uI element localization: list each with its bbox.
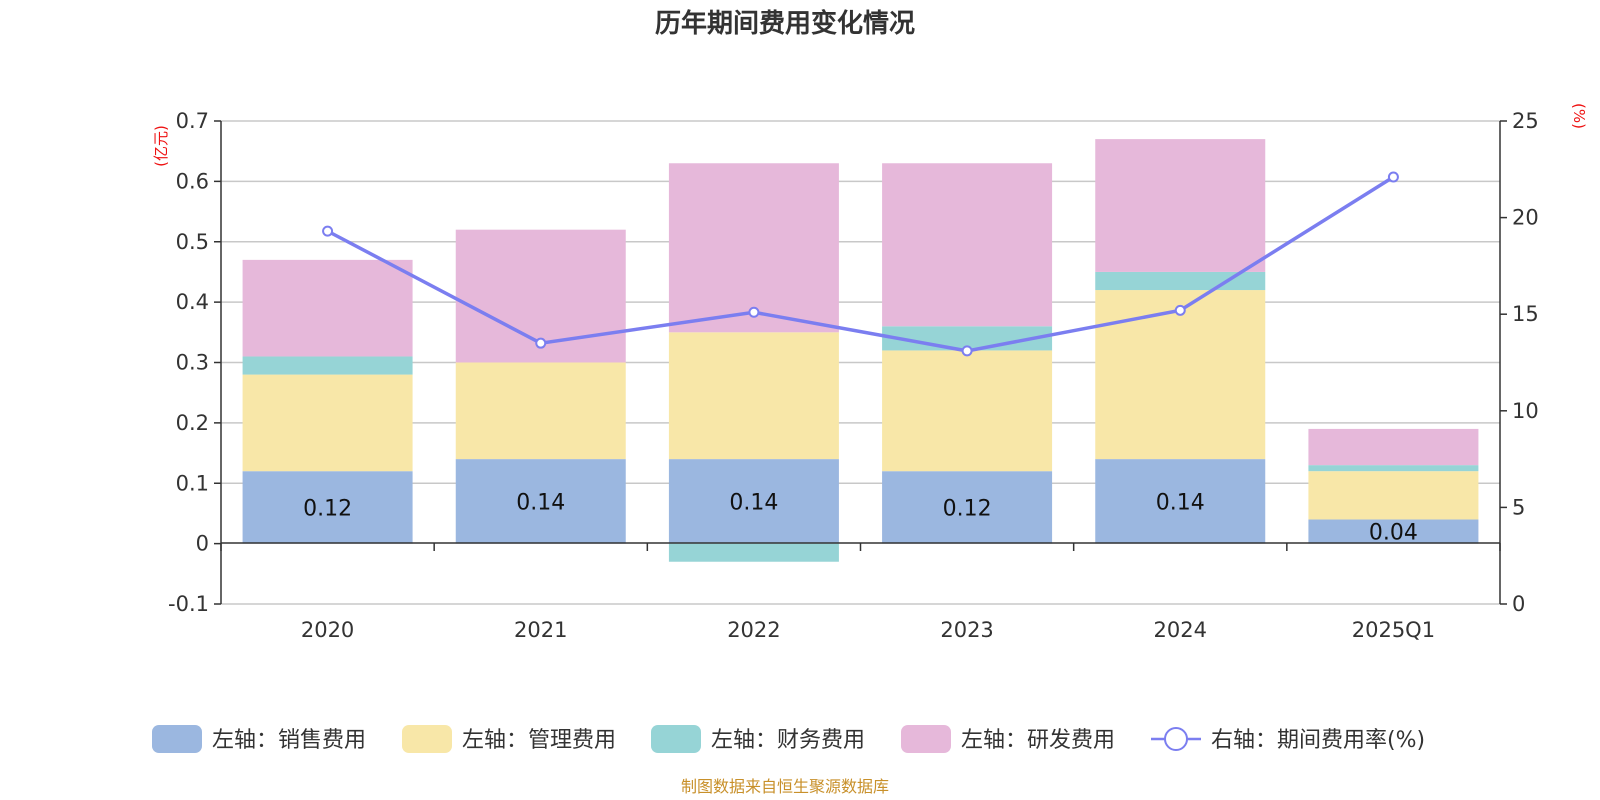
sales-data-label: 0.04: [1369, 521, 1418, 546]
bar-segment: [1308, 519, 1479, 544]
x-tick-label: 2020: [301, 618, 354, 642]
bars: [242, 139, 1479, 562]
grid: [221, 120, 1500, 605]
bar-segment: [455, 362, 626, 460]
left-tick-label: 0.1: [176, 471, 209, 495]
legend-swatch: [402, 725, 452, 753]
left-tick-label: -0.1: [168, 592, 209, 616]
legend[interactable]: 左轴：销售费用 左轴：管理费用 左轴：财务费用 左轴：研发费用 右轴：期间费用率(%): [152, 725, 1425, 753]
legend-swatch: [901, 725, 951, 753]
axes: -0.1 0 0.1 0.2 0.3 0.4 0.5 0.6 0.7 0 5 10 15 20 25 2020…: [168, 109, 1539, 642]
legend-item[interactable]: 左轴：管理费用: [402, 725, 616, 753]
sales-data-label: 0.14: [729, 490, 778, 515]
legend-item[interactable]: 左轴：销售费用: [152, 725, 366, 753]
left-tick-label: 0.7: [176, 109, 209, 133]
bar-segment: [882, 471, 1053, 544]
legend-swatch: [152, 725, 202, 753]
bar-segment: [668, 332, 839, 460]
bar-segment: [1095, 290, 1266, 460]
legend-item[interactable]: 左轴：财务费用: [651, 725, 865, 753]
legend-label: 左轴：财务费用: [711, 728, 865, 753]
data-labels: 0.12 0.14 0.14 0.12 0.14 0.04: [303, 490, 1418, 545]
left-tick-label: 0.6: [176, 169, 209, 193]
right-tick-label: 15: [1512, 302, 1539, 326]
rate-line-path: [326, 175, 1395, 353]
left-tick-label: 0.5: [176, 230, 209, 254]
bar-segment: [242, 356, 413, 375]
bar-segment: [882, 350, 1053, 472]
legend-label: 左轴：研发费用: [961, 728, 1115, 753]
legend-label: 左轴：管理费用: [462, 728, 616, 753]
bar-segment: [242, 374, 413, 472]
right-tick-label: 10: [1512, 399, 1539, 423]
bar-segment: [668, 543, 839, 562]
x-tick-label: 2022: [727, 618, 780, 642]
sales-data-label: 0.12: [943, 496, 992, 521]
x-tick-label: 2021: [514, 618, 567, 642]
bar-segment: [1308, 428, 1479, 466]
x-tick-label: 2024: [1154, 618, 1207, 642]
rate-point: [961, 345, 973, 357]
rate-point: [322, 225, 334, 237]
right-axis-unit: (%): [1570, 103, 1588, 129]
left-tick-label: 0.2: [176, 411, 209, 435]
legend-item[interactable]: 右轴：期间费用率(%): [1151, 727, 1425, 753]
bar-segment: [242, 471, 413, 544]
right-tick-label: 20: [1512, 206, 1539, 230]
rate-point: [1387, 171, 1399, 183]
rate-point: [1174, 304, 1186, 316]
legend-label: 右轴：期间费用率(%): [1211, 728, 1425, 753]
source-note: 制图数据来自恒生聚源数据库: [681, 777, 889, 796]
bar-segment: [668, 163, 839, 333]
chart-title: 历年期间费用变化情况: [655, 8, 915, 39]
sales-data-label: 0.12: [303, 496, 352, 521]
bar-segment: [1095, 459, 1266, 544]
legend-swatch: [651, 725, 701, 753]
left-tick-label: 0.3: [176, 351, 209, 375]
bar-segment: [668, 459, 839, 544]
left-tick-label: 0.4: [176, 290, 209, 314]
legend-label: 左轴：销售费用: [212, 728, 366, 753]
bar-segment: [882, 163, 1053, 327]
left-axis-unit: (亿元): [152, 125, 170, 167]
bar-segment: [455, 459, 626, 544]
x-tick-label: 2025Q1: [1352, 618, 1435, 642]
sales-data-label: 0.14: [1156, 490, 1205, 515]
bar-segment: [1095, 139, 1266, 272]
legend-circle-swatch: [1164, 727, 1188, 751]
rate-line: [322, 171, 1399, 357]
left-tick-label: 0: [196, 532, 209, 556]
right-tick-label: 5: [1512, 495, 1525, 519]
right-tick-label: 0: [1512, 592, 1525, 616]
rate-point: [748, 306, 760, 318]
bar-segment: [242, 259, 413, 357]
x-tick-label: 2023: [940, 618, 993, 642]
right-tick-label: 25: [1512, 109, 1539, 133]
legend-item[interactable]: 左轴：研发费用: [901, 725, 1115, 753]
bar-segment: [1308, 465, 1479, 472]
rate-point: [535, 337, 547, 349]
sales-data-label: 0.14: [516, 490, 565, 515]
bar-segment: [1308, 471, 1479, 520]
